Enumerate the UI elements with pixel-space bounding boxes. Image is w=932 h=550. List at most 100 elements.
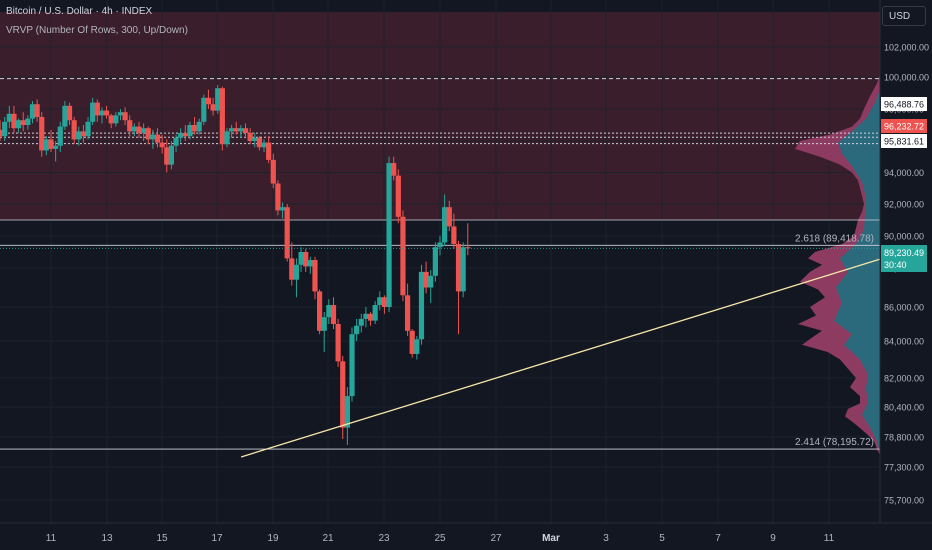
candle <box>103 105 110 119</box>
time-tick-label: 9 <box>770 533 776 544</box>
candle <box>29 101 36 124</box>
candle <box>43 136 49 156</box>
price-label-box <box>881 119 927 133</box>
price-tick-label: 94,000.00 <box>884 168 924 178</box>
time-tick-label: 17 <box>211 533 223 544</box>
candle <box>437 236 443 256</box>
candle <box>303 248 309 272</box>
price-label-text: 96,488.76 <box>884 100 924 110</box>
candle <box>34 99 40 122</box>
candle <box>131 123 137 137</box>
price-label-box <box>881 97 927 111</box>
candle <box>284 204 290 262</box>
price-label-text: 95,831.61 <box>884 137 924 147</box>
candle <box>330 297 337 330</box>
price-tick-label: 75,700.00 <box>884 496 924 506</box>
time-tick-label: 15 <box>156 533 168 544</box>
candle <box>377 291 383 311</box>
time-tick-label: 5 <box>659 533 665 544</box>
time-tick-label: 23 <box>378 533 390 544</box>
time-tick-label: 21 <box>322 533 334 544</box>
volume-profile <box>795 12 880 455</box>
candle <box>117 109 124 121</box>
candle <box>2 117 8 141</box>
candle <box>372 301 378 324</box>
candle <box>187 121 193 140</box>
candle <box>191 117 198 135</box>
candle <box>159 134 165 154</box>
symbol-title: Bitcoin / U.S. Dollar · 4h · INDEX <box>6 6 153 17</box>
price-tick-label: 100,000.00 <box>884 73 929 83</box>
candle <box>62 101 68 130</box>
time-tick-label: Mar <box>542 533 560 544</box>
price-labels: 96,488.76 96,232.72 95,831.61 89,230.49 30:4… <box>881 97 927 272</box>
candle <box>182 125 188 141</box>
candle <box>205 89 212 109</box>
candle <box>414 335 420 360</box>
bar-countdown-text: 30:40 <box>884 260 907 270</box>
time-axis[interactable]: 11 13 15 17 19 21 23 25 27 Mar 3 5 7 9 11 <box>46 533 835 544</box>
candle <box>85 117 91 140</box>
candle <box>210 97 216 116</box>
candle <box>11 105 17 133</box>
candle <box>154 128 161 148</box>
candle <box>298 247 304 272</box>
candle <box>233 121 239 135</box>
candle <box>6 105 12 129</box>
candle <box>289 242 295 286</box>
candle <box>349 327 355 402</box>
candle <box>321 312 327 353</box>
time-tick-label: 19 <box>267 533 279 544</box>
current-price-box <box>881 245 927 272</box>
candle <box>25 115 31 130</box>
candle <box>312 256 318 300</box>
candle <box>178 128 184 143</box>
current-price-text: 89,230.49 <box>884 248 924 258</box>
currency-button[interactable]: USD <box>882 6 926 26</box>
candle <box>20 112 26 132</box>
candle <box>201 94 207 125</box>
candle <box>53 141 59 162</box>
trendline[interactable] <box>240 233 932 458</box>
price-tick-label: 92,000.00 <box>884 200 924 210</box>
candle <box>168 141 175 170</box>
candle <box>261 139 267 153</box>
candle <box>39 112 45 157</box>
candle <box>247 128 253 145</box>
candle <box>279 202 286 219</box>
candle <box>418 264 425 345</box>
candle <box>451 213 457 249</box>
candle <box>80 125 87 143</box>
price-tick-label: 102,000.00 <box>884 43 929 53</box>
candle <box>66 102 73 125</box>
price-label-box <box>881 134 927 148</box>
candle <box>127 115 133 137</box>
candle <box>381 295 388 314</box>
candle <box>150 129 156 149</box>
time-tick-label: 11 <box>46 533 57 544</box>
candle <box>122 107 128 125</box>
candle <box>0 120 3 141</box>
candle <box>460 242 466 298</box>
time-tick-label: 27 <box>490 533 502 544</box>
candle <box>57 121 63 153</box>
candle <box>238 125 244 138</box>
price-label-text: 96,232.72 <box>884 122 924 132</box>
candle <box>242 123 249 137</box>
candle <box>446 200 452 232</box>
time-tick-label: 11 <box>824 533 835 544</box>
price-tick-label: 86,000.00 <box>884 303 924 313</box>
candle <box>386 156 392 313</box>
candle <box>99 107 105 124</box>
candle <box>108 113 114 129</box>
candle <box>354 318 360 341</box>
candle <box>307 256 313 274</box>
candle <box>266 136 272 164</box>
candle <box>71 117 77 145</box>
candle <box>229 125 235 138</box>
price-tick-label: 84,000.00 <box>884 337 924 347</box>
price-tick-label: 82,000.00 <box>884 374 924 384</box>
candle <box>404 283 411 336</box>
candle <box>252 133 258 148</box>
